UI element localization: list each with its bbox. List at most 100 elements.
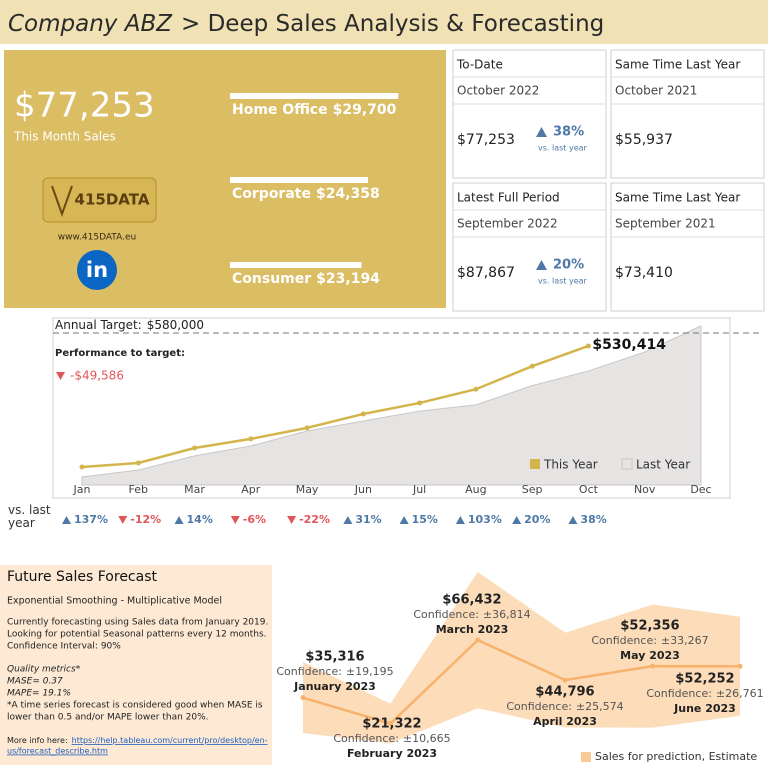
forecast-desc: Currently forecasting using Sales data f…: [7, 618, 268, 628]
title-rest: > Deep Sales Analysis & Forecasting: [181, 11, 604, 37]
point: [192, 445, 198, 451]
card: [452, 49, 607, 179]
legend-swatch: [530, 459, 540, 469]
segment-name: Corporate: [232, 186, 311, 202]
vs-value: 137%: [74, 513, 108, 526]
linkedin-icon[interactable]: [77, 250, 117, 290]
arrow-up: [455, 515, 465, 525]
point: [473, 386, 479, 392]
point: [529, 363, 535, 369]
forecast-value: $52,252: [675, 672, 734, 687]
quality-title: Quality metrics*: [7, 665, 81, 675]
target-label-value: $580,000: [147, 317, 204, 331]
forecast-point: [300, 695, 306, 701]
confidence-value: ±25,574: [576, 700, 624, 713]
footnote: lower than 0.5 and/or MAPE lower than 20…: [7, 713, 209, 723]
forecast-point: [475, 637, 481, 643]
arrow-up: [62, 515, 71, 525]
vs-value: 14%: [187, 513, 213, 526]
x-tick-label: Mar: [184, 483, 205, 496]
segment-value: $29,700: [333, 102, 397, 118]
vs-value: 103%: [468, 513, 502, 526]
forecast-point: [387, 721, 393, 727]
forecast-title: Future Sales Forecast: [7, 569, 157, 585]
point: [417, 400, 423, 406]
vs-value: 20%: [524, 513, 550, 526]
segment-name: Consumer: [232, 271, 311, 287]
forecast-line: [302, 638, 741, 725]
confidence-prefix: Confidence:: [276, 665, 342, 678]
forecast-desc: Looking for potential Seasonal patterns …: [7, 630, 267, 640]
url[interactable]: https://help.tableau.com/current/pro/des…: [72, 736, 268, 745]
confidence-prefix: Confidence:: [646, 687, 712, 700]
card-value: $55,937: [615, 132, 673, 148]
arrow-up: [174, 515, 184, 525]
confidence-prefix: Confidence:: [413, 608, 479, 621]
arrow-up: [536, 260, 547, 270]
legend-label: Sales for prediction, Estimate: [595, 750, 757, 763]
arrow-down: [230, 515, 240, 525]
confidence-label: Confidence: ±10,665: [333, 732, 450, 745]
card-period: September 2022: [457, 217, 558, 231]
forecast-point: [562, 677, 568, 683]
confidence-band: [303, 571, 740, 744]
segment-value: $23,194: [316, 271, 380, 287]
segment-label: Home Office $29,700: [232, 102, 397, 118]
forecast-month: April 2023: [533, 715, 597, 728]
card: [452, 182, 607, 312]
arrow-down: [118, 515, 128, 525]
x-tick-label: Jun: [354, 483, 372, 496]
segment-label: Corporate $24,358: [232, 186, 380, 202]
mase: MASE= 0.37: [7, 677, 63, 687]
website: www.415DATA.eu: [58, 233, 136, 243]
vs-label-box: vs. last year: [8, 504, 51, 530]
card-value: $87,867: [457, 265, 515, 281]
forecast-subtitle: Exponential Smoothing - Multiplicative M…: [7, 596, 222, 607]
forecast-panel: [0, 565, 272, 765]
segment-value: $24,358: [316, 186, 380, 202]
confidence-value: ±19,195: [346, 665, 394, 678]
card-period: October 2022: [457, 84, 539, 98]
linkedin-text[interactable]: in: [86, 258, 108, 282]
forecast-value: $21,322: [362, 717, 421, 732]
card-title: To-Date: [456, 58, 503, 72]
point: [304, 425, 310, 431]
forecast-desc: Confidence Interval: 90%: [7, 642, 121, 652]
point: [79, 464, 85, 470]
forecast-value: $66,432: [442, 593, 501, 608]
card-change-note: vs. last year: [538, 144, 588, 153]
arrow-up: [568, 515, 578, 525]
confidence-value: ±36,814: [483, 608, 531, 621]
url[interactable]: us/forecast_describe.htm: [7, 747, 108, 756]
confidence-label: Confidence: ±19,195: [276, 665, 393, 678]
vs-value: 31%: [355, 513, 381, 526]
arrow-down: [56, 371, 65, 381]
target-label-text: Annual Target:: [55, 317, 142, 331]
x-tick-label: Sep: [522, 483, 543, 496]
card-change-note: vs. last year: [538, 277, 588, 286]
point: [135, 460, 141, 466]
x-tick-label: Oct: [579, 483, 599, 496]
end-label: $530,414: [592, 337, 666, 353]
forecast-month: June 2023: [673, 702, 736, 715]
x-tick-label: Feb: [129, 483, 148, 496]
area-last-year: [81, 325, 702, 486]
card-value: $77,253: [457, 132, 515, 148]
card-period: October 2021: [615, 84, 697, 98]
more-info-label: More info here:: [7, 736, 68, 745]
x-tick-label: Nov: [634, 483, 656, 496]
legend-label: Last Year: [636, 458, 690, 472]
footnote: *A time series forecast is considered go…: [7, 701, 263, 711]
point: [585, 343, 591, 349]
performance-label: Performance to target:: [55, 348, 185, 359]
legend-swatch: [581, 752, 591, 762]
forecast-point: [650, 663, 656, 669]
arrow-up: [343, 515, 353, 525]
forecast-point: [737, 663, 743, 669]
kpi-value: $77,253: [14, 86, 155, 126]
card-title: Latest Full Period: [457, 191, 560, 205]
forecast-value: $52,356: [620, 619, 679, 634]
card: [610, 182, 765, 312]
confidence-value: ±33,267: [661, 634, 709, 647]
vs-value: -6%: [243, 513, 266, 526]
